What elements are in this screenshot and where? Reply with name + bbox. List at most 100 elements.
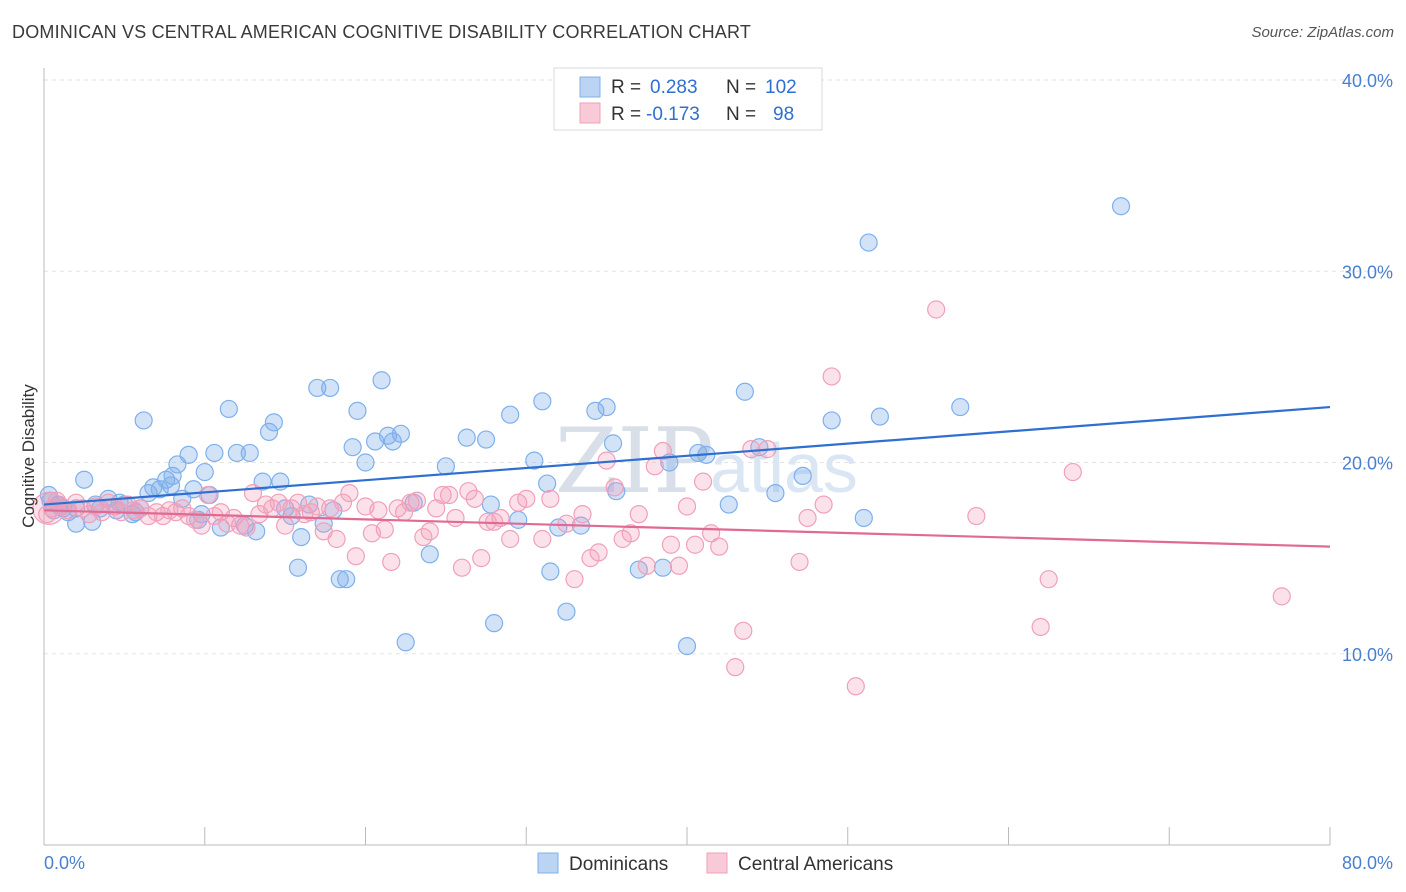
central-american-point bbox=[465, 489, 484, 508]
dominican-point bbox=[557, 602, 576, 621]
dominican-point bbox=[525, 451, 544, 470]
dominican-point bbox=[457, 428, 476, 447]
dominican-point bbox=[308, 378, 327, 398]
dominican-point bbox=[259, 422, 279, 441]
dominican-point bbox=[134, 411, 153, 430]
central-american-point bbox=[192, 516, 211, 535]
dominican-point bbox=[264, 413, 283, 432]
central-american-point bbox=[501, 529, 520, 549]
dominican-point bbox=[586, 401, 605, 420]
dominican-point bbox=[735, 382, 754, 401]
central-american-point bbox=[557, 514, 576, 533]
gridlines bbox=[44, 79, 1394, 655]
y-axis-label: Cognitive Disability bbox=[19, 384, 38, 528]
source-label: Source: ZipAtlas.com bbox=[1251, 24, 1394, 41]
central-american-point bbox=[605, 478, 624, 497]
dominican-point bbox=[396, 633, 415, 652]
legend-r-value-1: 0.283 bbox=[650, 77, 698, 98]
dominican-point bbox=[1111, 197, 1131, 216]
central-american-point bbox=[565, 570, 584, 589]
central-american-point bbox=[927, 300, 946, 319]
central-american-point bbox=[669, 556, 689, 575]
central-american-point bbox=[734, 621, 753, 640]
central-american-point bbox=[346, 547, 365, 566]
dominican-point bbox=[859, 233, 878, 252]
dominican-point bbox=[391, 424, 410, 443]
y-tick-label: 10.0% bbox=[1342, 645, 1393, 665]
central-american-point bbox=[517, 489, 536, 508]
dominican-point bbox=[481, 495, 500, 514]
legend-swatch-dominicans bbox=[579, 76, 601, 98]
central-american-point bbox=[629, 505, 648, 524]
dominican-point bbox=[150, 480, 169, 499]
y-tick-label: 40.0% bbox=[1342, 71, 1393, 91]
legend-n-label-1: N = bbox=[726, 77, 756, 98]
dominican-point bbox=[161, 476, 181, 495]
central-american-point bbox=[198, 485, 218, 505]
dominican-point bbox=[766, 484, 785, 503]
central-american-point bbox=[433, 485, 452, 505]
central-american-point bbox=[375, 520, 394, 539]
legend-box: R = 0.283 N = 102 R = -0.173 N = 98 bbox=[553, 67, 823, 131]
central-american-trend-line bbox=[43, 509, 1331, 548]
dominican-point bbox=[501, 405, 520, 424]
dominican-point bbox=[219, 399, 238, 419]
dominican-point bbox=[436, 457, 455, 476]
y-tick-label: 20.0% bbox=[1342, 454, 1393, 474]
dominican-point bbox=[420, 545, 439, 564]
dominican-point bbox=[793, 466, 812, 485]
dominican-point bbox=[247, 522, 266, 541]
central-american-point bbox=[340, 484, 359, 503]
dominican-trend-line bbox=[43, 405, 1331, 506]
central-american-point bbox=[452, 558, 472, 577]
dominican-point bbox=[533, 392, 552, 411]
dominican-point bbox=[719, 495, 738, 514]
dominican-point bbox=[677, 636, 697, 656]
central-american-point bbox=[589, 543, 608, 562]
central-american-point bbox=[288, 493, 308, 512]
bottom-legend: Dominicans Central Americans bbox=[537, 852, 893, 875]
dominican-point bbox=[343, 438, 362, 457]
legend-swatch-central-americans bbox=[579, 102, 601, 124]
bottom-legend-central-americans: Central Americans bbox=[738, 854, 893, 875]
legend-n-value-2: 98 bbox=[773, 104, 794, 125]
x-tick-max: 80.0% bbox=[1342, 853, 1393, 873]
central-american-point bbox=[967, 506, 986, 526]
dominican-point bbox=[179, 445, 198, 464]
dominican-point bbox=[288, 558, 308, 577]
watermark-zip: ZIP bbox=[555, 409, 714, 514]
dominican-point bbox=[292, 527, 311, 547]
central-american-point bbox=[1031, 617, 1050, 637]
central-american-point bbox=[1063, 462, 1082, 482]
dominican-point bbox=[509, 510, 528, 529]
dominican-point bbox=[603, 434, 623, 453]
central-american-point bbox=[573, 505, 592, 524]
dominican-point bbox=[330, 570, 349, 589]
legend-r-value-2: -0.173 bbox=[646, 104, 700, 125]
central-american-point bbox=[798, 508, 817, 528]
y-tick-labels: 10.0% 20.0% 30.0% 40.0% bbox=[1342, 71, 1393, 665]
bottom-legend-swatch-dominicans bbox=[537, 852, 559, 874]
legend-n-value-1: 102 bbox=[765, 77, 797, 98]
dominican-point bbox=[67, 514, 86, 533]
central-american-point bbox=[846, 677, 865, 696]
central-american-point bbox=[401, 493, 420, 512]
central-american-point bbox=[237, 518, 256, 537]
dominican-point bbox=[541, 562, 560, 581]
central-american-point bbox=[276, 516, 295, 535]
dominican-point bbox=[854, 508, 873, 528]
dominican-point bbox=[653, 558, 672, 577]
central-american-point bbox=[1272, 587, 1291, 606]
central-american-point bbox=[726, 658, 745, 677]
watermark: ZIP atlas bbox=[555, 409, 858, 514]
central-american-point bbox=[533, 529, 552, 549]
central-american-point bbox=[32, 491, 66, 525]
trend-lines bbox=[43, 405, 1331, 548]
dominican-point bbox=[321, 378, 340, 398]
dominican-point bbox=[538, 474, 557, 493]
dominican-point bbox=[337, 570, 356, 589]
dominican-point bbox=[356, 453, 375, 472]
central-american-point bbox=[645, 457, 664, 476]
central-american-point bbox=[369, 501, 388, 520]
